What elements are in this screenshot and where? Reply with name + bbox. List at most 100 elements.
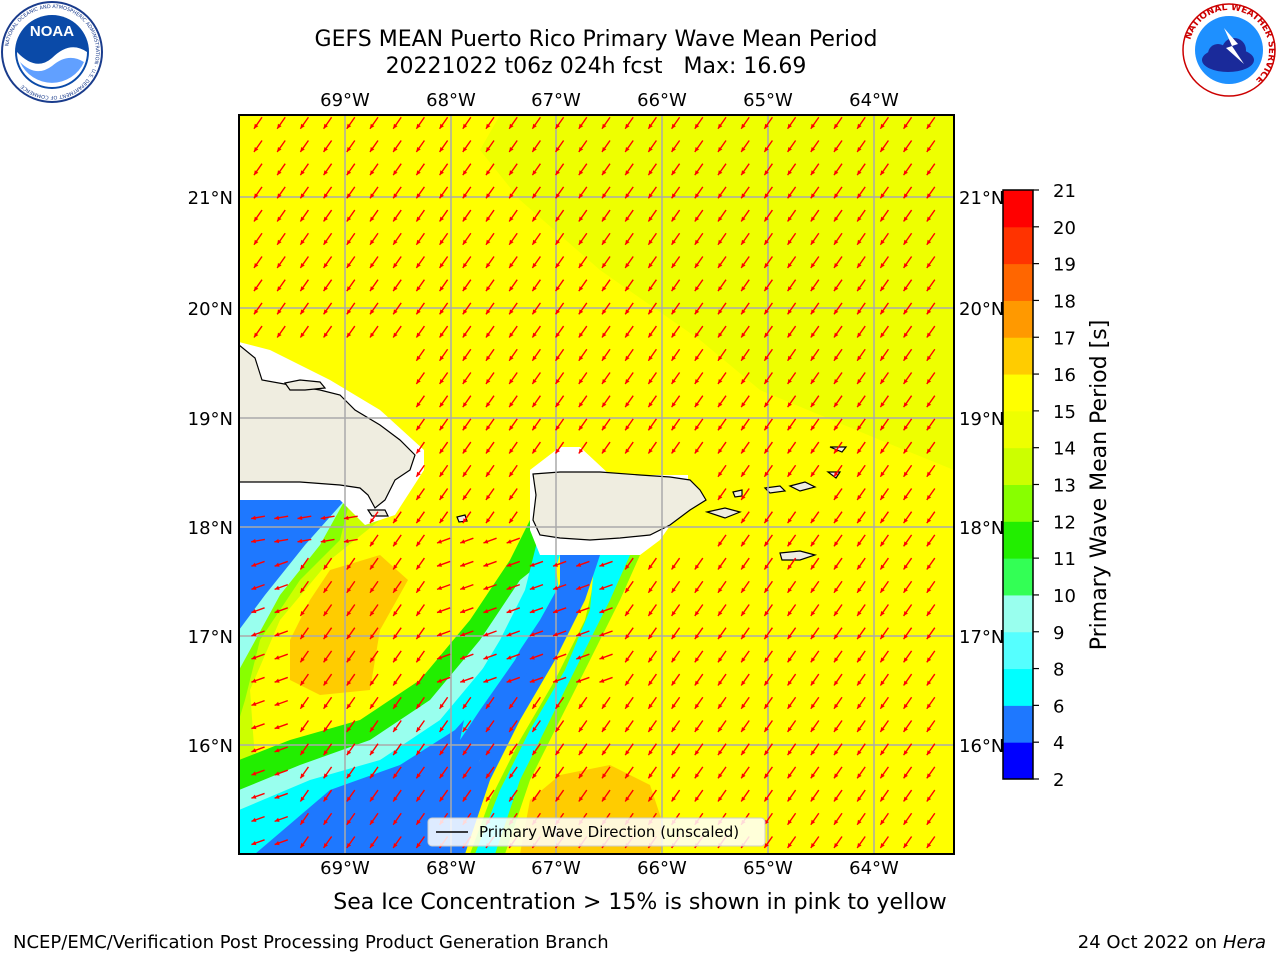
wave-arrow [274,769,289,776]
wave-arrow [508,325,518,338]
wave-arrow [740,163,750,176]
wave-arrow [601,256,611,269]
wave-arrow [740,418,750,431]
lat-label-left: 19°N [188,409,233,430]
wave-arrow [717,232,727,246]
wave-arrow [459,607,474,614]
wave-arrow [601,696,611,710]
wave-arrow [320,515,335,520]
wave-arrow [578,116,588,130]
wave-arrow [346,557,356,570]
wave-arrow [415,511,425,524]
wave-arrow [415,696,425,710]
wave-arrow [671,140,681,153]
wave-arrow [392,557,402,570]
wave-arrow [485,696,495,710]
wave-arrow [856,580,866,594]
wave-arrow [879,441,889,454]
wave-arrow [624,395,634,408]
period-contour-16-west [290,555,408,695]
wave-arrow [369,511,379,524]
wave-arrow [787,348,797,362]
wave-arrow [694,650,704,663]
wave-arrow [346,836,356,849]
map-grid [239,115,954,854]
wave-arrow [763,696,773,710]
wave-arrow [531,279,541,292]
wave-arrow [926,627,936,640]
wave-arrow [717,441,727,454]
wave-arrow [740,441,750,454]
wave-arrow [555,279,565,292]
wave-arrow [810,325,820,338]
wave-arrow [833,696,843,710]
wave-arrow [879,789,889,802]
wave-arrow [856,302,866,315]
wave-arrow [578,256,588,269]
wave-arrow [856,812,866,826]
wave-arrow [647,279,657,292]
wave-arrow [903,580,913,594]
lon-label-bottom: 66°W [637,858,687,879]
wave-arrow [903,464,913,478]
wave-arrow [251,583,265,591]
wave-arrow [787,116,797,130]
wave-arrow [810,534,820,547]
wave-arrow [717,372,727,385]
wave-arrow [369,580,379,594]
wave-arrow [601,325,611,338]
wave-arrow [926,488,936,501]
wave-arrow [717,696,727,710]
wave-arrow [879,511,889,524]
wave-arrow [647,673,657,686]
wave-arrow [810,511,820,524]
wave-arrow [485,488,495,501]
wave-arrow [392,673,402,686]
wave-arrow [531,256,541,269]
lat-label-right: 16°N [959,736,1004,757]
wave-arrow [531,302,541,315]
wave-arrow [763,279,773,292]
legend: Primary Wave Direction (unscaled) [427,817,766,847]
wave-arrow [599,653,613,660]
wave-arrow [926,766,936,779]
wave-arrow [694,766,704,779]
wave-arrow [833,116,843,130]
wave-arrow [601,395,611,408]
wave-arrow [647,372,657,385]
wave-arrow [555,116,565,130]
wave-arrow [624,743,634,756]
longitude-labels-bottom: 69°W 68°W 67°W 66°W 65°W 64°W [320,858,899,879]
wave-arrow [323,812,333,826]
wave-arrow [763,186,773,199]
wave-arrow [323,140,333,153]
wave-arrow [531,209,541,222]
wave-arrow [462,395,472,408]
lat-label-right: 20°N [959,299,1004,320]
wave-arrow [299,279,309,292]
wave-arrow [903,395,913,408]
wave-arrow [555,302,565,315]
wave-arrow [856,348,866,362]
wave-arrow [763,140,773,153]
wave-arrow [323,743,333,756]
wave-arrow [346,116,356,130]
wave-arrow [323,673,333,686]
wave-arrow [299,604,309,617]
wave-arrow [369,302,379,315]
wave-arrow [508,209,518,222]
wave-arrow [856,766,866,779]
lon-label-top: 66°W [637,90,687,111]
wave-arrow [439,256,449,269]
wave-arrow [833,580,843,594]
wave-arrow [508,140,518,153]
wave-arrow [415,279,425,292]
lat-label-right: 19°N [959,409,1004,430]
map-plot-area [239,115,954,854]
wave-arrow [274,630,289,637]
period-contour-4-east [440,555,600,854]
wave-arrow [392,743,402,756]
wave-arrow [369,163,379,176]
wave-arrow [879,557,889,570]
wave-arrow [926,604,936,617]
